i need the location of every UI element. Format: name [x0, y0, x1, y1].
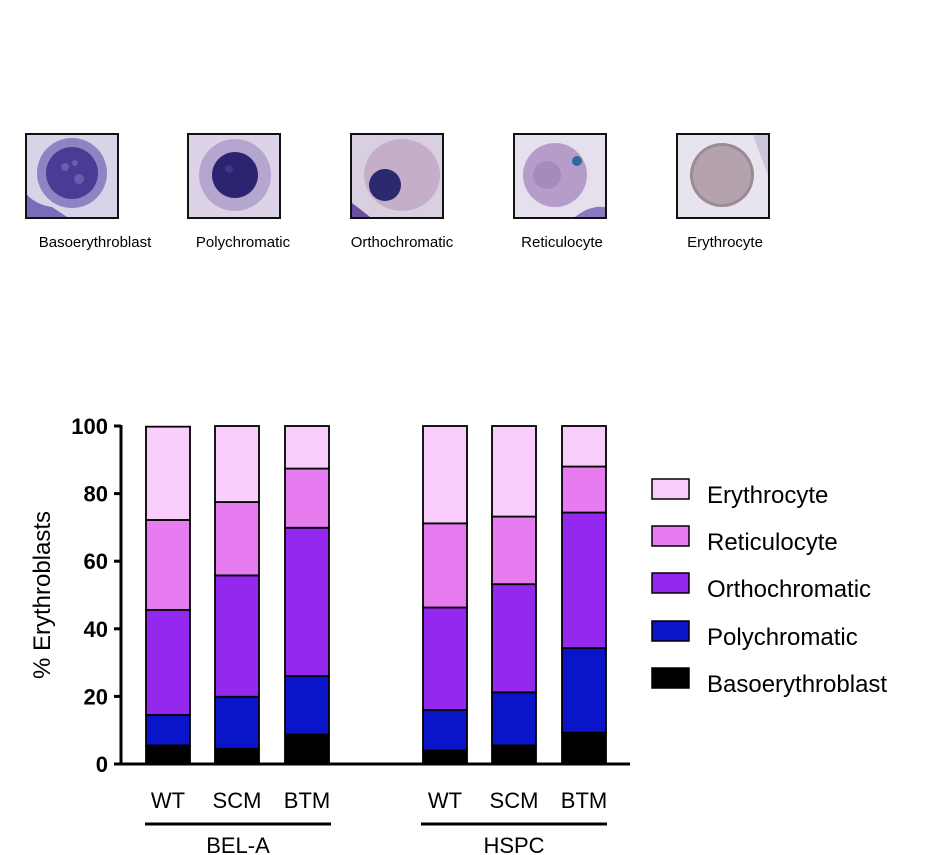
orthochromatic-cell-icon [350, 133, 444, 219]
x-tick-label: SCM [490, 788, 539, 813]
legend-label-basoerythroblast: Basoerythroblast [707, 671, 887, 698]
y-tick-label: 60 [84, 549, 108, 574]
polychromatic-cell-icon [187, 133, 281, 219]
bar-reticulocyte-3 [422, 522, 468, 609]
y-tick-label: 0 [96, 752, 108, 777]
bar-polychromatic-0 [145, 714, 191, 747]
bar-reticulocyte-5 [561, 465, 607, 514]
bar-orthochromatic-4 [491, 583, 537, 694]
x-tick-label: SCM [213, 788, 262, 813]
cell-label: Basoerythroblast [38, 234, 152, 251]
x-tick-label: WT [428, 788, 462, 813]
bar-orthochromatic-1 [214, 574, 260, 698]
cell-label: Orthochromatic [350, 234, 454, 251]
bar-polychromatic-5 [561, 647, 607, 734]
legend-swatch-orthochromatic [651, 572, 690, 594]
y-tick-label: 100 [71, 414, 108, 439]
bar-orthochromatic-0 [145, 608, 191, 716]
bar-polychromatic-3 [422, 709, 468, 752]
y-axis-label: % Erythroblasts [29, 511, 56, 679]
bar-polychromatic-1 [214, 695, 260, 750]
basoerythroblast-cell-icon [25, 133, 119, 219]
bar-erythrocyte-4 [491, 425, 537, 518]
y-tick-label: 40 [84, 617, 108, 642]
x-tick-label: BTM [561, 788, 607, 813]
bar-erythrocyte-1 [214, 425, 260, 503]
bar-erythrocyte-0 [145, 425, 191, 521]
y-tick-label: 80 [84, 482, 108, 507]
legend-swatch-basoerythroblast [651, 667, 690, 689]
cell-label: Polychromatic [195, 234, 291, 251]
x-tick-label: WT [151, 788, 185, 813]
bar-erythrocyte-3 [422, 425, 468, 525]
bar-reticulocyte-2 [284, 467, 330, 529]
group-label: HSPC [483, 833, 544, 855]
legend-label-erythrocyte: Erythrocyte [707, 482, 828, 509]
legend-swatch-erythrocyte [651, 478, 690, 500]
legend-swatch-polychromatic [651, 620, 690, 642]
reticulocyte-cell-icon [513, 133, 607, 219]
bar-orthochromatic-3 [422, 606, 468, 711]
legend-label-orthochromatic: Orthochromatic [707, 576, 871, 603]
x-tick-label: BTM [284, 788, 330, 813]
legend-swatch-reticulocyte [651, 525, 690, 547]
bar-reticulocyte-0 [145, 519, 191, 611]
bar-orthochromatic-5 [561, 511, 607, 649]
bar-basoerythroblast-1 [214, 747, 260, 765]
cell-label: Erythrocyte [687, 234, 763, 251]
bar-reticulocyte-1 [214, 501, 260, 577]
cell-stage-panel: Basoerythroblast Polychromatic Orthochro… [0, 133, 937, 253]
bar-basoerythroblast-0 [145, 744, 191, 765]
bar-basoerythroblast-2 [284, 733, 330, 765]
bar-polychromatic-2 [284, 675, 330, 736]
legend-label-reticulocyte: Reticulocyte [707, 529, 838, 556]
bar-erythrocyte-2 [284, 425, 330, 470]
bar-basoerythroblast-5 [561, 731, 607, 765]
bar-erythrocyte-5 [561, 425, 607, 468]
bar-basoerythroblast-3 [422, 749, 468, 765]
y-tick-label: 20 [84, 684, 108, 709]
erythrocyte-cell-icon [676, 133, 770, 219]
bar-orthochromatic-2 [284, 526, 330, 678]
cell-label: Reticulocyte [521, 234, 603, 251]
group-label: BEL-A [206, 833, 270, 855]
bar-polychromatic-4 [491, 691, 537, 747]
bar-basoerythroblast-4 [491, 744, 537, 765]
legend-label-polychromatic: Polychromatic [707, 624, 858, 651]
bar-reticulocyte-4 [491, 515, 537, 586]
